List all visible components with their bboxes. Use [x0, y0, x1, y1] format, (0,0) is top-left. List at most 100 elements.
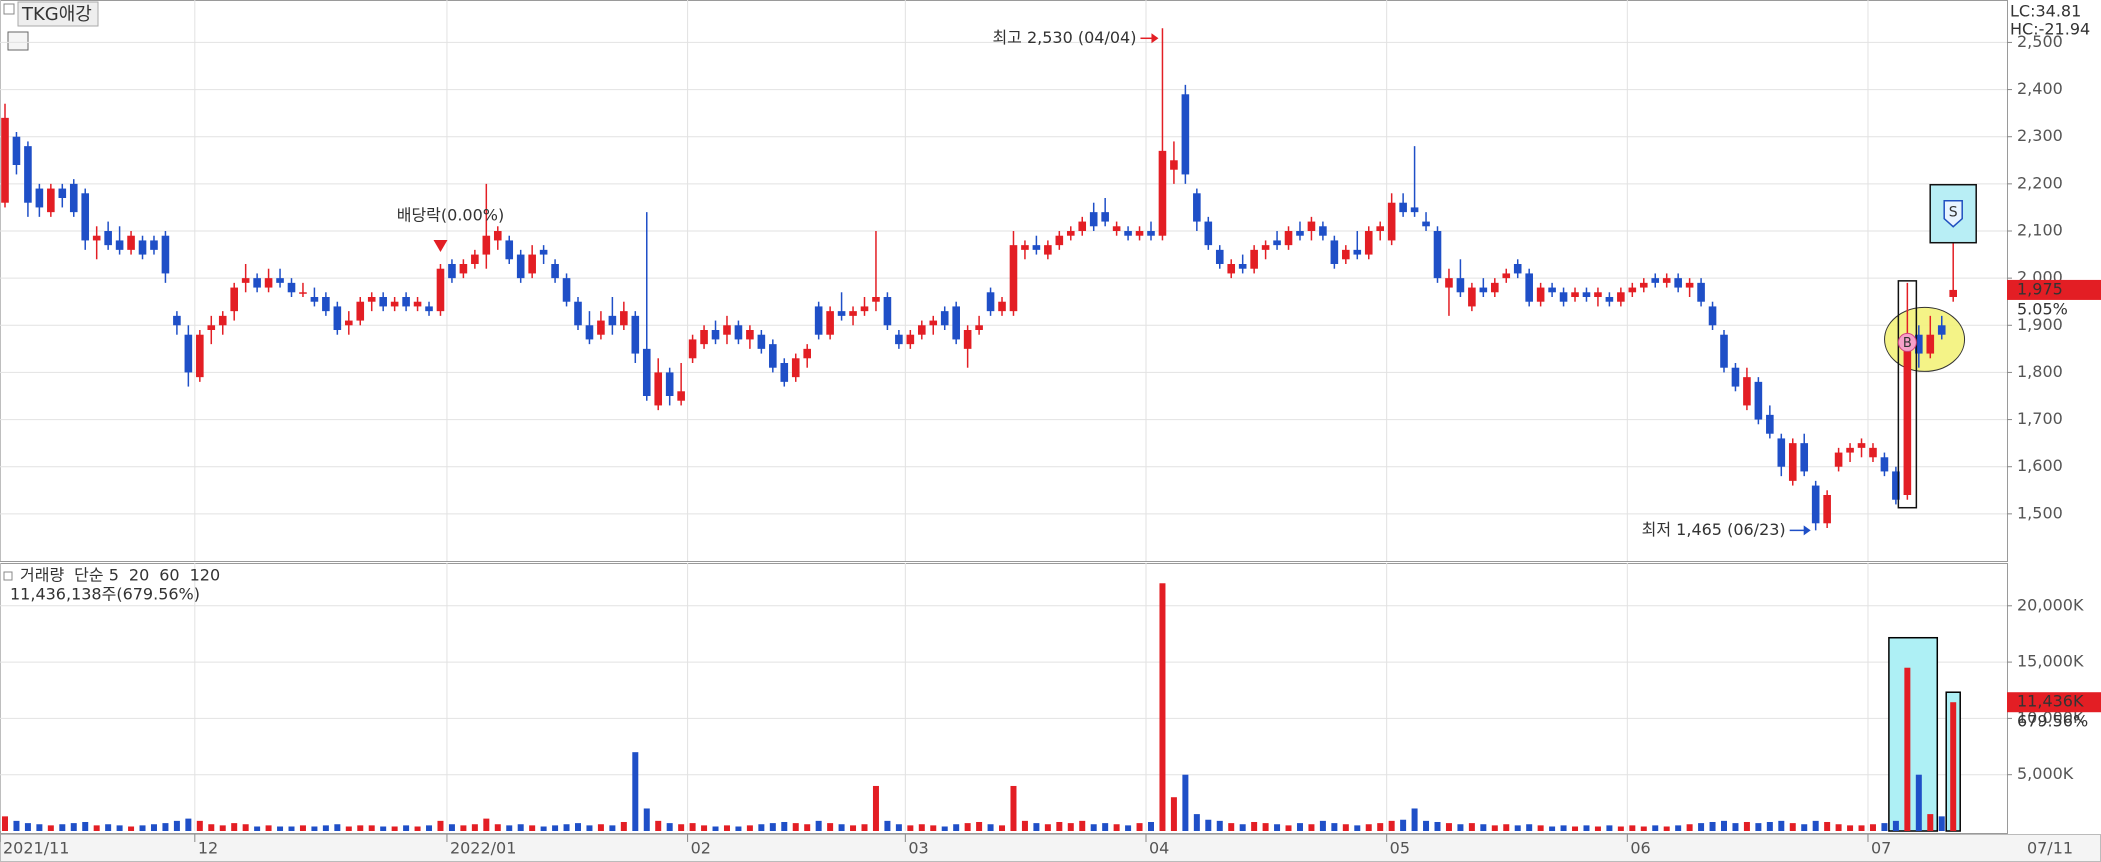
candle-body	[1743, 377, 1751, 406]
volume-bar	[254, 826, 261, 831]
volume-bar	[712, 826, 719, 831]
volume-bar	[265, 825, 272, 831]
y-tick-label: 2,100	[2017, 221, 2063, 240]
candle-body	[1892, 471, 1900, 500]
volume-bar	[1732, 823, 1739, 831]
candle-body	[1651, 278, 1660, 283]
volume-bar	[666, 823, 673, 831]
buy-zone	[1884, 306, 1966, 372]
volume-bar	[884, 820, 891, 831]
arrow-head	[1803, 525, 1811, 536]
y-tick-label: 2,500	[2017, 32, 2063, 51]
legend-entry: 단순 5	[74, 566, 119, 585]
candle-body	[402, 297, 410, 307]
candle-body	[665, 372, 674, 396]
candle-body	[92, 235, 101, 241]
candle-body	[711, 330, 720, 340]
menu-icon[interactable]	[3, 3, 15, 15]
volume-bar	[277, 826, 284, 831]
candle-body	[1112, 226, 1121, 231]
candle-body	[1479, 287, 1488, 293]
candle-body	[642, 348, 651, 396]
low-annotation: 최저 1,465 (06/23)	[1642, 520, 1786, 539]
candle-body	[1937, 325, 1946, 335]
volume-bar	[1010, 785, 1017, 831]
candle-body	[1800, 443, 1809, 472]
candle-body	[918, 325, 926, 335]
volume-bar	[1079, 820, 1086, 831]
candle-body	[1078, 221, 1087, 231]
volume-bar	[1755, 823, 1762, 831]
volume-bar	[1296, 823, 1303, 831]
candle-body	[1628, 287, 1637, 293]
candle-body	[1536, 287, 1545, 302]
candle-body	[940, 311, 949, 326]
volume-bar	[1262, 823, 1269, 831]
candle-body	[1949, 289, 1957, 297]
candle-body	[1135, 231, 1144, 236]
candle-body	[1777, 438, 1786, 467]
candle-body	[734, 325, 743, 340]
title-box	[17, 1, 99, 27]
volume-bar	[1400, 819, 1407, 831]
candle-body	[1697, 282, 1705, 302]
candle-body	[1032, 245, 1041, 250]
candle-body	[379, 297, 387, 307]
x-tick-label: 2022/01	[450, 839, 516, 858]
volume-bar	[999, 825, 1006, 831]
volume-menu-icon[interactable]	[3, 571, 13, 581]
volume-bar	[804, 824, 811, 831]
candle-body	[1273, 240, 1281, 246]
y-tick-label: 2,200	[2017, 173, 2063, 192]
candle-body	[1021, 245, 1029, 250]
volume-bar	[506, 825, 513, 831]
table-icon[interactable]	[7, 31, 29, 51]
candle-body	[1857, 443, 1866, 448]
arrow-head	[1151, 33, 1159, 44]
volume-bar	[1698, 823, 1705, 831]
candle-body	[115, 240, 124, 250]
volume-bar	[36, 824, 43, 831]
volume-bar	[678, 824, 685, 831]
high-annotation: 최고 2,530 (04/04)	[992, 28, 1136, 47]
candle-body	[1502, 273, 1511, 279]
x-tick-label: 12	[198, 839, 218, 858]
volume-bar	[930, 825, 937, 831]
volume-bar	[334, 824, 341, 831]
volume-bar	[1342, 824, 1349, 831]
x-tick-label: 05	[1390, 839, 1410, 858]
candle-body	[1215, 249, 1224, 264]
candle-body	[299, 292, 307, 294]
volume-bar	[1629, 825, 1636, 831]
y-tick-label: 1,700	[2017, 409, 2063, 428]
candle-body	[310, 297, 319, 302]
volume-bar	[1915, 774, 1922, 831]
ex-dividend-marker	[433, 240, 448, 252]
candle-body	[47, 188, 55, 213]
volume-bar	[1789, 823, 1796, 831]
candle-body	[482, 235, 491, 255]
volume-bar	[357, 825, 364, 831]
volume-bar	[1743, 821, 1750, 831]
candle-body	[322, 297, 330, 312]
volume-bar	[105, 824, 112, 831]
candle-body	[69, 183, 78, 213]
volume-bar	[219, 825, 226, 831]
candle-body	[253, 278, 261, 288]
candle-body	[826, 311, 834, 335]
volume-bar	[471, 824, 478, 831]
candle-body	[1376, 226, 1384, 231]
candle-body	[757, 334, 766, 349]
volume-bar	[1044, 824, 1051, 831]
candle-body	[1685, 282, 1694, 288]
volume-bar	[242, 824, 249, 831]
x-tick-label: 03	[908, 839, 928, 858]
volume-bar	[1148, 821, 1154, 831]
volume-bar	[563, 824, 570, 831]
candle-body	[1880, 457, 1889, 472]
legend-entry: 60	[159, 566, 179, 585]
volume-bar	[1354, 825, 1361, 831]
volume-bar	[173, 820, 180, 831]
volume-bar	[13, 820, 20, 831]
